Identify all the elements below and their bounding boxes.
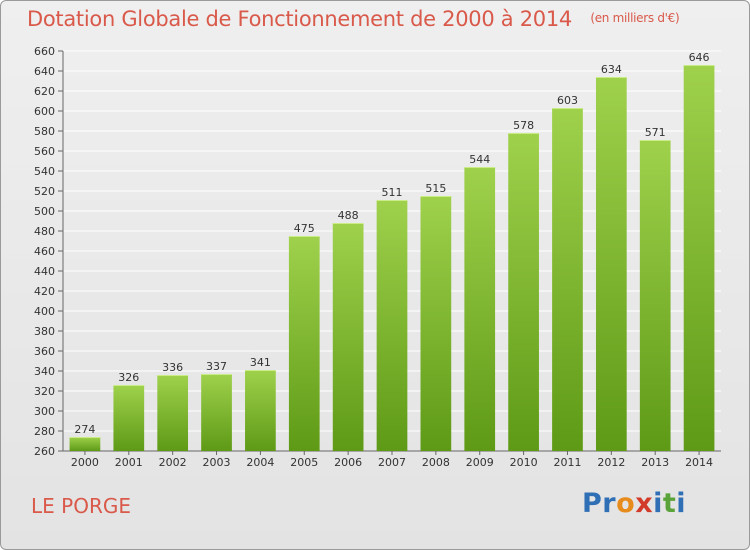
- y-tick-label: 260: [34, 445, 55, 458]
- y-tick-label: 480: [34, 225, 55, 238]
- data-label: 341: [250, 356, 271, 369]
- y-tick-label: 440: [34, 265, 55, 278]
- y-tick-label: 500: [34, 205, 55, 218]
- logo-letter: o: [616, 488, 636, 519]
- x-tick-label: 2008: [422, 456, 450, 469]
- x-tick-label: 2001: [115, 456, 143, 469]
- bar-2007: [376, 200, 408, 451]
- bar-2010: [508, 133, 539, 451]
- x-tick-label: 2002: [159, 456, 187, 469]
- y-tick-label: 580: [34, 125, 55, 138]
- bar-2001: [113, 385, 145, 451]
- x-tick-label: 2003: [203, 456, 231, 469]
- logo-letter: r: [602, 488, 617, 519]
- bar-2011: [552, 108, 583, 451]
- y-tick-label: 560: [34, 145, 55, 158]
- y-tick-label: 280: [34, 425, 55, 438]
- bar-2003: [201, 374, 232, 451]
- data-label: 326: [118, 371, 139, 384]
- bar-layer: [69, 65, 715, 451]
- y-tick-label: 620: [34, 85, 55, 98]
- x-tick-label: 2006: [334, 456, 362, 469]
- logo-letter: P: [582, 488, 603, 519]
- y-tick-label: 360: [34, 345, 55, 358]
- data-label: 646: [689, 51, 710, 64]
- y-tick-label: 340: [34, 365, 55, 378]
- x-tick-label: 2014: [685, 456, 713, 469]
- x-tick-label: 2000: [71, 456, 99, 469]
- bar-2009: [464, 167, 496, 451]
- location-name: LE PORGE: [31, 494, 131, 518]
- logo-letter: t: [662, 488, 677, 519]
- bar-2006: [332, 223, 364, 451]
- y-tick-label: 520: [34, 185, 55, 198]
- x-tick-label: 2012: [597, 456, 625, 469]
- data-label: 515: [425, 182, 446, 195]
- chart-title-text: Dotation Globale de Fonctionnement de 20…: [27, 7, 572, 31]
- logo-letter: x: [635, 488, 654, 519]
- y-tick-label: 460: [34, 245, 55, 258]
- data-label: 336: [162, 361, 183, 374]
- x-tick-label: 2005: [290, 456, 318, 469]
- data-label: 544: [469, 153, 490, 166]
- data-label: 274: [74, 423, 95, 436]
- bar-2014: [683, 65, 715, 451]
- y-tick-label: 420: [34, 285, 55, 298]
- bar-2013: [639, 140, 671, 451]
- x-tick-label: 2013: [641, 456, 669, 469]
- y-tick-label: 600: [34, 105, 55, 118]
- x-tick-label: 2007: [378, 456, 406, 469]
- chart-title: Dotation Globale de Fonctionnement de 20…: [27, 7, 680, 31]
- data-label: 337: [206, 360, 227, 373]
- data-label: 603: [557, 94, 578, 107]
- logo-letter: i: [676, 488, 687, 519]
- x-tick-label: 2010: [510, 456, 538, 469]
- y-tick-label: 320: [34, 385, 55, 398]
- y-tick-label: 400: [34, 305, 55, 318]
- bar-2004: [245, 370, 276, 451]
- y-tick-label: 660: [34, 45, 55, 58]
- data-label: 511: [382, 186, 403, 199]
- data-label-layer: 274 326 336 337 341 475 488 511 515 544 578 603 634 5…: [74, 51, 709, 436]
- y-tick-label: 540: [34, 165, 55, 178]
- logo-letter: i: [653, 488, 663, 519]
- y-tick-label: 380: [34, 325, 55, 338]
- x-tick-label: 2011: [553, 456, 581, 469]
- y-tick-label: 640: [34, 65, 55, 78]
- bar-2012: [595, 77, 627, 451]
- bar-2000: [69, 437, 101, 451]
- proxiti-logo[interactable]: Proxiti: [582, 488, 686, 519]
- bar-2002: [157, 375, 189, 451]
- y-tick-label: 300: [34, 405, 55, 418]
- x-tick-label: 2004: [246, 456, 274, 469]
- data-label: 634: [601, 63, 622, 76]
- data-label: 571: [645, 126, 666, 139]
- data-label: 475: [294, 222, 315, 235]
- unit-note: (en milliers d'€): [590, 11, 680, 25]
- bar-2005: [288, 236, 320, 451]
- data-label: 488: [338, 209, 359, 222]
- x-tick-label: 2009: [466, 456, 494, 469]
- data-label: 578: [513, 119, 534, 132]
- bar-2008: [420, 196, 452, 451]
